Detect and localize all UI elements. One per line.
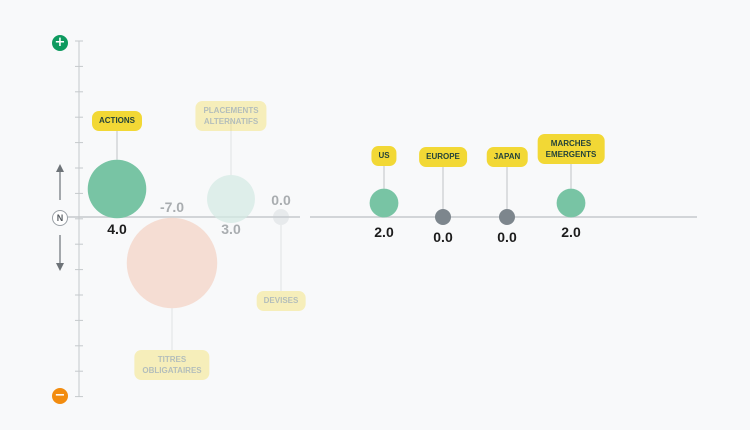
minus-icon[interactable]: − (52, 388, 68, 404)
bubble-titres-obligataires (126, 217, 218, 309)
value-label: 2.0 (561, 224, 581, 240)
bubble-devises (273, 209, 289, 225)
neutral-marker: N (52, 210, 68, 226)
value-label: 0.0 (433, 229, 453, 245)
bubble-actions (87, 159, 147, 219)
value-label: 0.0 (271, 192, 291, 208)
value-label: 2.0 (374, 224, 394, 240)
label-tag: DEVISES (256, 291, 306, 311)
bubble-us (369, 188, 399, 218)
bubble-japan (499, 209, 515, 225)
down-arrow-head-icon (56, 263, 64, 271)
label-tag: EUROPE (419, 147, 467, 167)
label-tag: TITRES OBLIGATAIRES (134, 350, 210, 380)
value-label: 0.0 (497, 229, 517, 245)
bubble-placements-alternatifs (207, 175, 255, 223)
label-tag: ACTIONS (92, 111, 142, 131)
value-label: -7.0 (159, 199, 185, 215)
label-tag: PLACEMENTS ALTERNATIFS (195, 101, 267, 131)
bubble-europe (435, 209, 451, 225)
value-label: 3.0 (221, 221, 241, 237)
label-tag: US (371, 146, 397, 166)
plus-icon[interactable]: + (52, 35, 68, 51)
up-arrow-head-icon (56, 164, 64, 172)
label-tag: JAPAN (486, 147, 528, 167)
label-tag: MARCHES EMERGENTS (537, 134, 605, 164)
bubble-marches-emergents (556, 188, 586, 218)
value-label: 4.0 (107, 221, 127, 237)
